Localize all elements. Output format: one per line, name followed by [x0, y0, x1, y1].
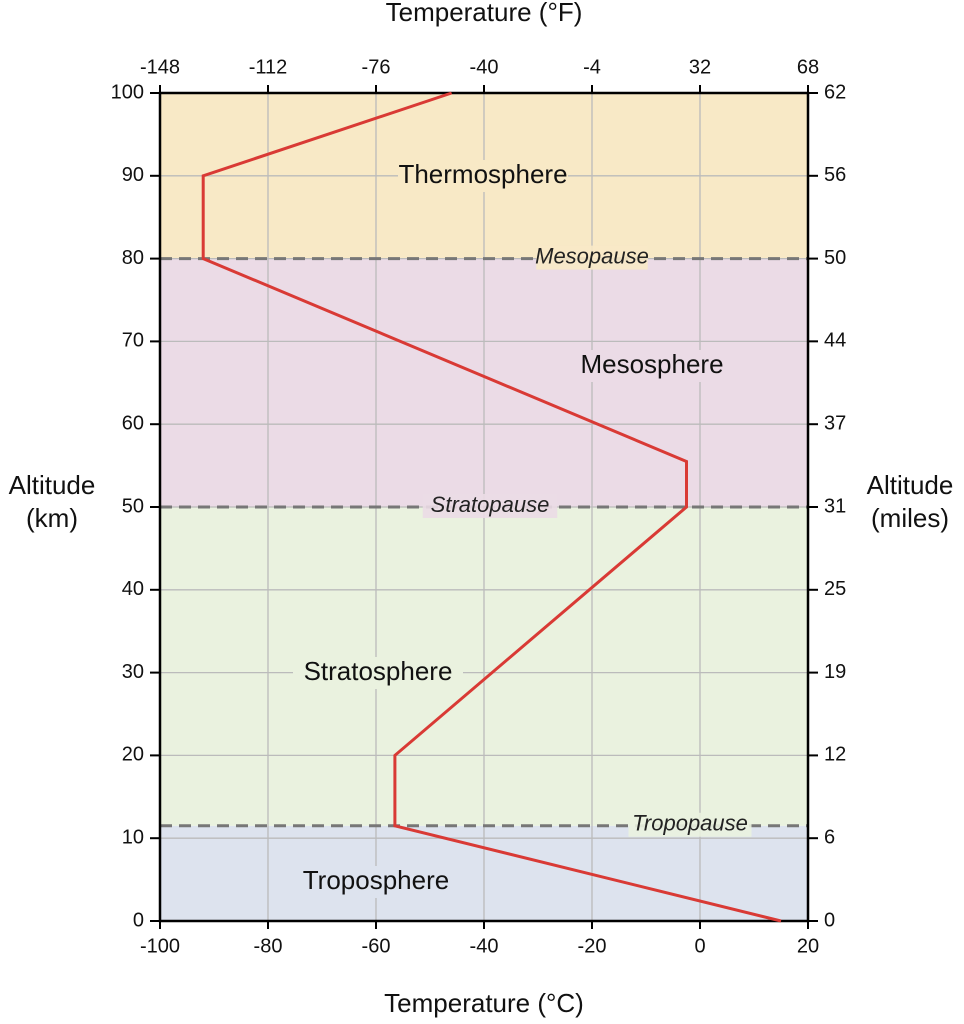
label-bg [293, 657, 463, 689]
x-tick-label: -60 [362, 935, 391, 957]
y-tick-label: 100 [111, 81, 144, 103]
x2-tick-label: -112 [249, 56, 288, 78]
y2-tick-label: 62 [824, 81, 846, 103]
boundary-label: Mesopause [535, 243, 649, 268]
layer-label: Stratosphere [304, 656, 453, 686]
y2-tick-label: 56 [824, 164, 846, 186]
temperature-line [201, 91, 782, 923]
label-bg [422, 494, 558, 518]
x2-tick-label: 68 [797, 56, 819, 78]
x-tick-label: 20 [797, 935, 819, 957]
y2-tick-label: 31 [824, 495, 846, 517]
layer-label: Thermosphere [398, 159, 567, 189]
x2-tick-label: 32 [689, 56, 711, 78]
y-tick-label: 0 [133, 909, 144, 931]
x2-tick-label: -76 [362, 56, 391, 78]
label-bg [398, 160, 568, 192]
y2-tick-label: 44 [824, 330, 846, 352]
y2-tick-label: 50 [824, 247, 846, 269]
y2-tick-label: 12 [824, 744, 846, 766]
x-tick-label: -40 [470, 935, 499, 957]
layer-label: Troposphere [303, 865, 449, 895]
x2-tick-label: -148 [140, 56, 180, 78]
y2-axis-title: Altitude [867, 470, 954, 500]
layer-label: Mesosphere [580, 349, 723, 379]
y-tick-label: 20 [122, 744, 144, 766]
y2-axis-title: (miles) [871, 503, 949, 533]
y-tick-label: 90 [122, 164, 144, 186]
label-bg [628, 812, 752, 837]
y-axis-title: Altitude [9, 470, 96, 500]
x-axis-title: Temperature (°C) [384, 988, 584, 1018]
y2-tick-label: 37 [824, 412, 846, 434]
label-bg [536, 245, 648, 270]
x2-tick-label: -40 [470, 56, 499, 78]
y2-tick-label: 0 [824, 909, 835, 931]
y-tick-label: 50 [122, 495, 144, 517]
y-tick-label: 10 [122, 826, 144, 848]
y-axis-title: (km) [26, 503, 78, 533]
x-tick-label: -80 [254, 935, 283, 957]
y2-tick-label: 25 [824, 578, 846, 600]
y-tick-label: 40 [122, 578, 144, 600]
boundary-label: Tropopause [632, 811, 748, 836]
x-tick-label: -20 [578, 935, 607, 957]
x-tick-label: 0 [694, 935, 705, 957]
label-bg [297, 866, 455, 898]
y-tick-label: 70 [122, 330, 144, 352]
y-tick-label: 60 [122, 412, 144, 434]
y2-tick-label: 6 [824, 826, 835, 848]
y-tick-label: 80 [122, 247, 144, 269]
x-tick-label: -100 [140, 935, 180, 957]
y-tick-label: 30 [122, 661, 144, 683]
label-bg [580, 350, 724, 382]
x2-tick-label: -4 [583, 56, 601, 78]
boundary-label: Stratopause [431, 492, 550, 517]
top-axis-title: Temperature (°F) [386, 0, 583, 27]
y2-tick-label: 19 [824, 661, 846, 683]
